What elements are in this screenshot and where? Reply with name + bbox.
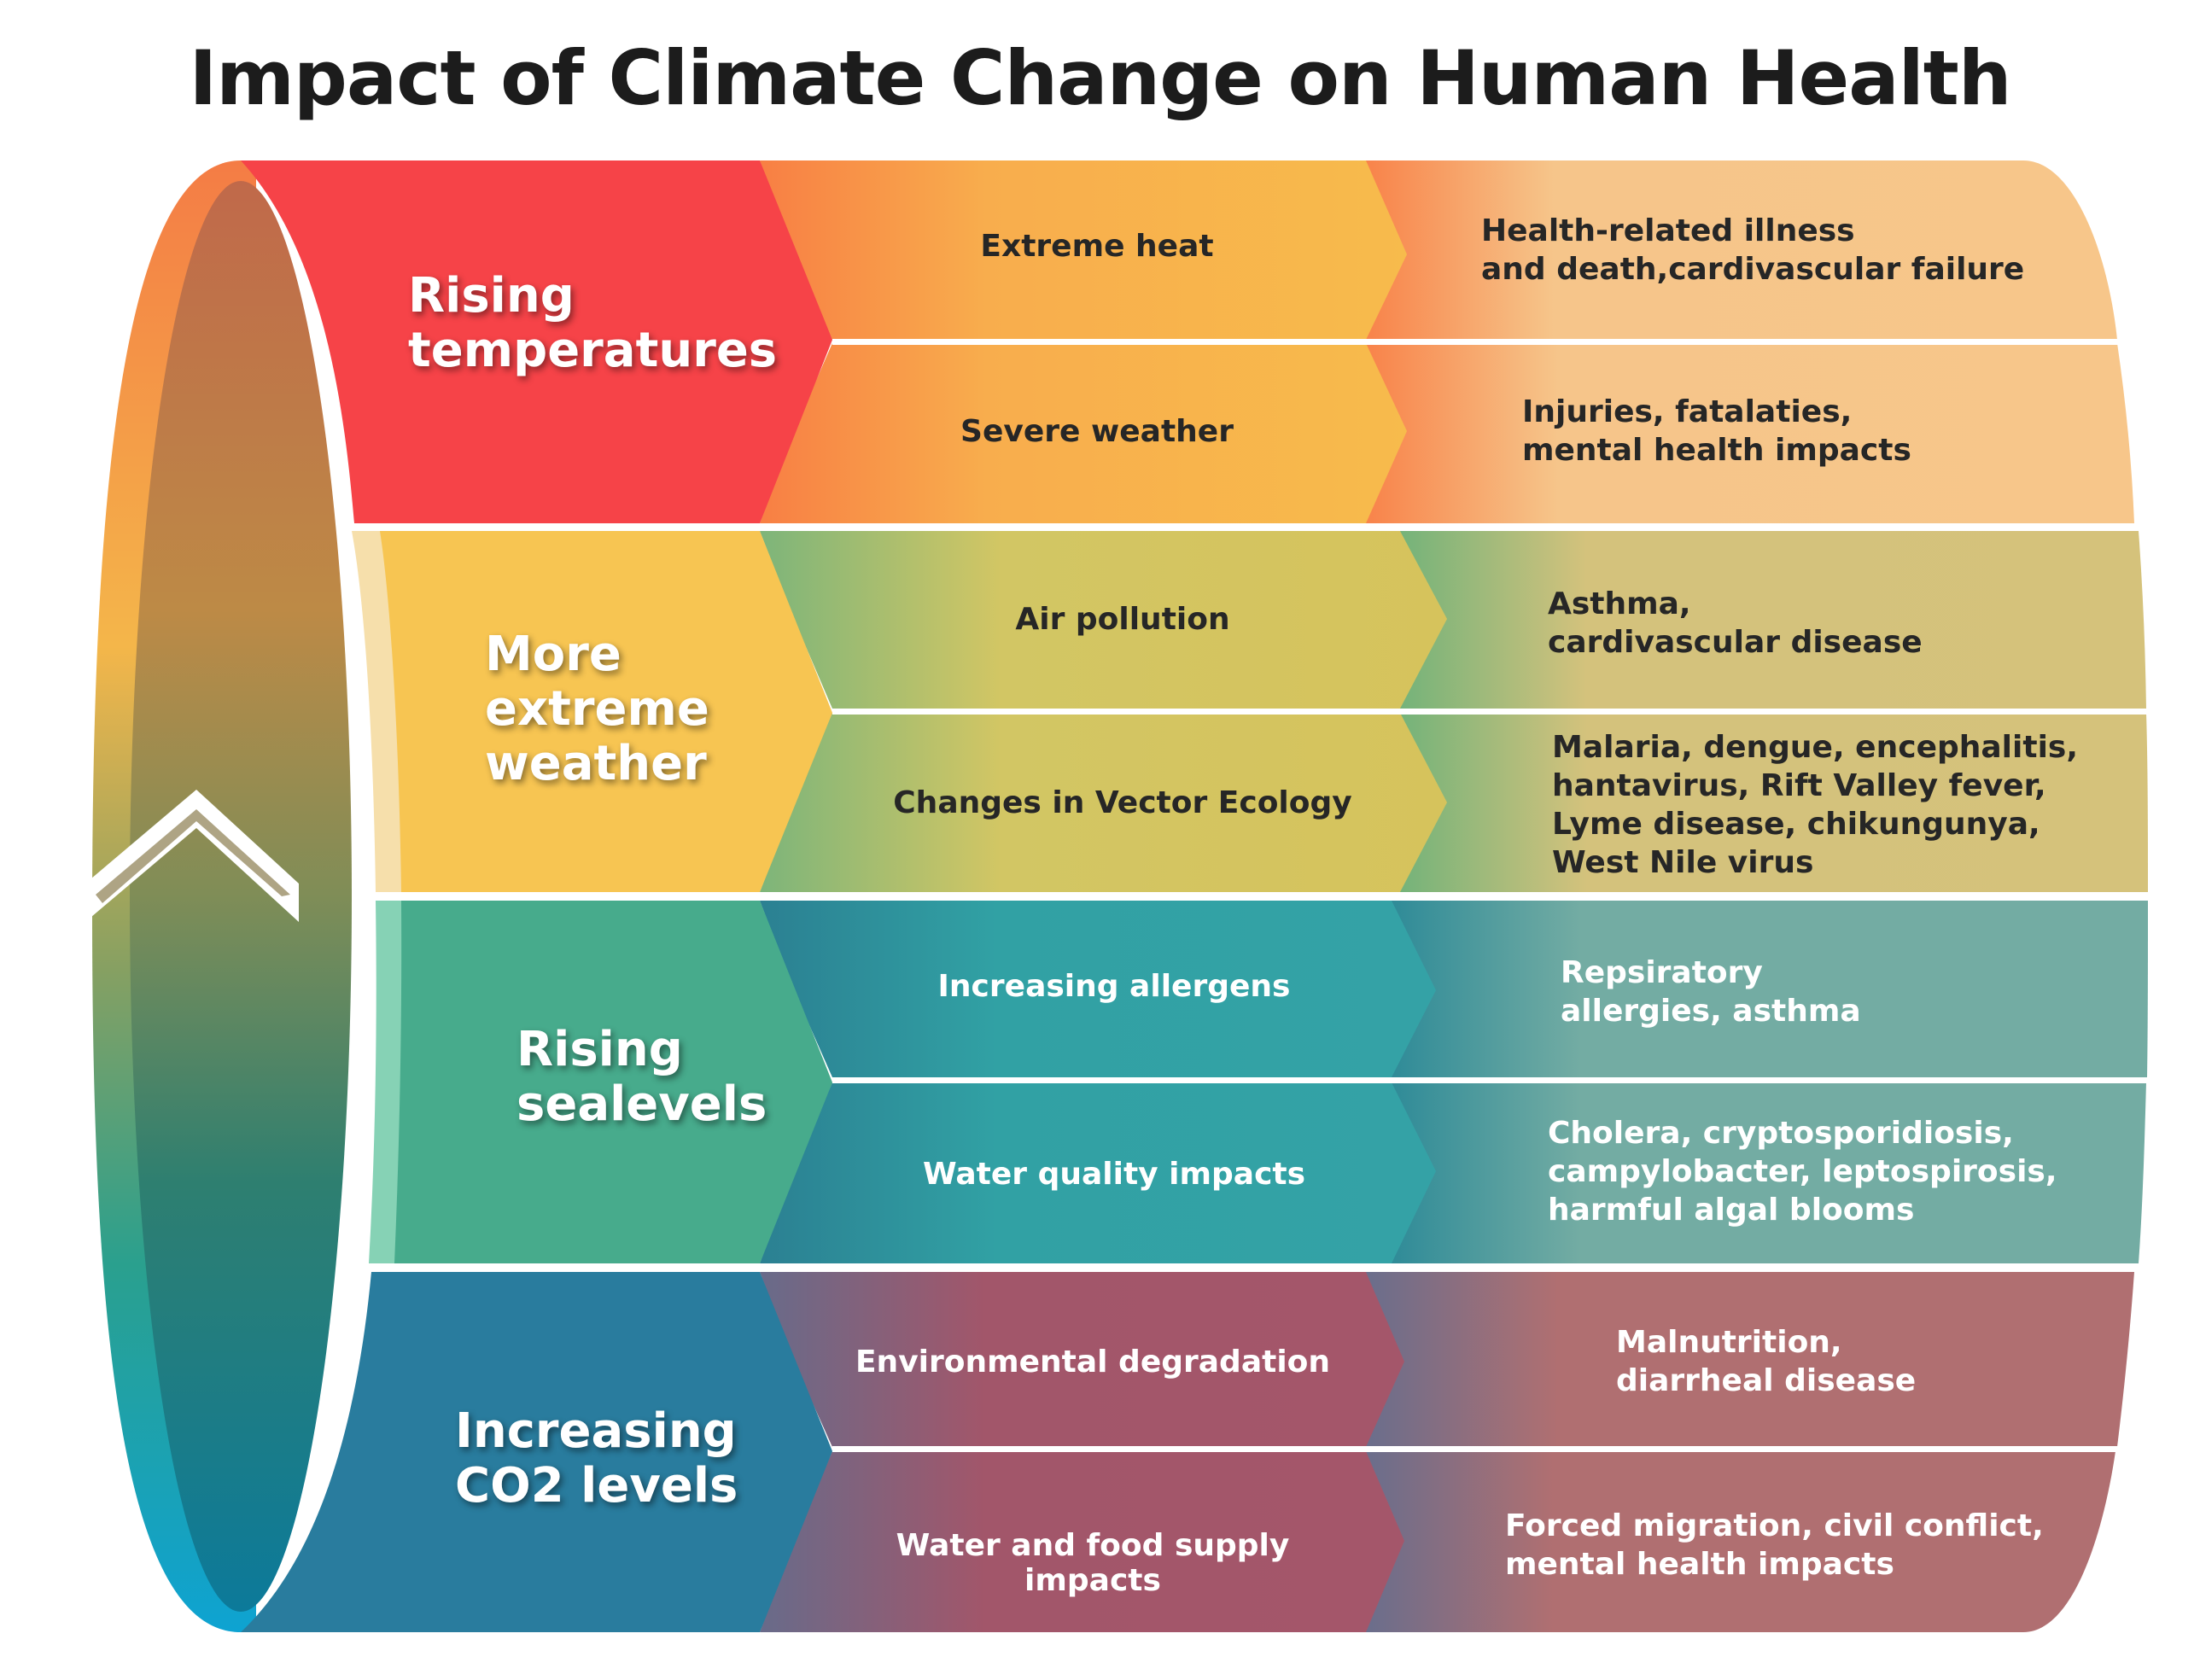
effect-label: Injuries, fatalaties, mental health impa… bbox=[1522, 394, 1911, 468]
cause-label: Extreme heat bbox=[980, 229, 1214, 264]
cause-label: Water and food supply impacts bbox=[896, 1528, 1290, 1598]
page-title: Impact of Climate Change on Human Health bbox=[189, 34, 2011, 122]
row-separator bbox=[832, 1446, 2121, 1452]
rim-highlight-yellow bbox=[352, 531, 401, 892]
cause-chevron-6 bbox=[760, 1272, 1404, 1447]
effect-label: Repsiratory allergies, asthma bbox=[1561, 955, 1861, 1029]
cylinder-inner-face bbox=[130, 181, 352, 1612]
row-body-1 bbox=[1366, 343, 2134, 523]
category-label-rising-temperatures: Rising temperatures bbox=[408, 268, 778, 378]
category-arrow-increasing-co2-levels bbox=[241, 1272, 832, 1632]
effect-label: Cholera, cryptosporidiosis, campylobacte… bbox=[1548, 1116, 2057, 1228]
cause-chevron-7 bbox=[760, 1451, 1404, 1632]
group-separator bbox=[341, 523, 2151, 531]
category-label-rising-sealevels: Rising sealevels bbox=[516, 1022, 767, 1132]
group-separator bbox=[359, 893, 2151, 901]
effect-label: Malaria, dengue, encephalitis, hantaviru… bbox=[1552, 730, 2079, 880]
row-body-7 bbox=[1366, 1451, 2115, 1632]
row-body-3 bbox=[1400, 713, 2148, 892]
cause-chevron-1 bbox=[760, 343, 1407, 523]
cause-label: Environmental degradation bbox=[855, 1345, 1331, 1380]
cause-chevron-2 bbox=[760, 531, 1447, 709]
category-label-more-extreme-weather: More extreme weather bbox=[485, 627, 709, 791]
effect-label: Forced migration, civil conflict, mental… bbox=[1505, 1508, 2044, 1582]
cause-label: Increasing allergens bbox=[937, 969, 1291, 1004]
category-label-increasing-co2-levels: Increasing CO2 levels bbox=[455, 1403, 738, 1514]
row-separator bbox=[832, 1077, 2147, 1083]
cause-label: Changes in Vector Ecology bbox=[893, 785, 1352, 820]
category-arrow-more-extreme-weather bbox=[354, 531, 832, 892]
cause-label: Severe weather bbox=[960, 414, 1234, 449]
cause-chevron-4 bbox=[760, 901, 1436, 1077]
cause-chevron-3 bbox=[760, 713, 1447, 892]
row-body-2 bbox=[1400, 531, 2146, 709]
cause-label: Air pollution bbox=[1015, 602, 1230, 637]
cause-chevron-0 bbox=[760, 160, 1407, 340]
effect-label: Asthma, cardivascular disease bbox=[1548, 586, 1923, 660]
row-body-6 bbox=[1366, 1272, 2134, 1447]
effect-label: Health-related illness and death,cardiva… bbox=[1481, 213, 2025, 287]
group-separator bbox=[359, 1264, 2151, 1272]
row-body-4 bbox=[1392, 901, 2148, 1077]
effect-label: Malnutrition, diarrheal disease bbox=[1616, 1325, 1917, 1398]
cause-label: Water quality impacts bbox=[922, 1157, 1306, 1192]
category-arrow-rising-temperatures bbox=[241, 160, 832, 523]
row-body-0 bbox=[1366, 160, 2117, 340]
row-separator bbox=[832, 709, 2147, 715]
row-body-5 bbox=[1392, 1082, 2146, 1263]
rim-highlight-green bbox=[369, 901, 402, 1263]
category-arrow-rising-sealevels bbox=[376, 901, 832, 1263]
cause-chevron-5 bbox=[760, 1082, 1436, 1263]
row-separator bbox=[832, 339, 2130, 345]
